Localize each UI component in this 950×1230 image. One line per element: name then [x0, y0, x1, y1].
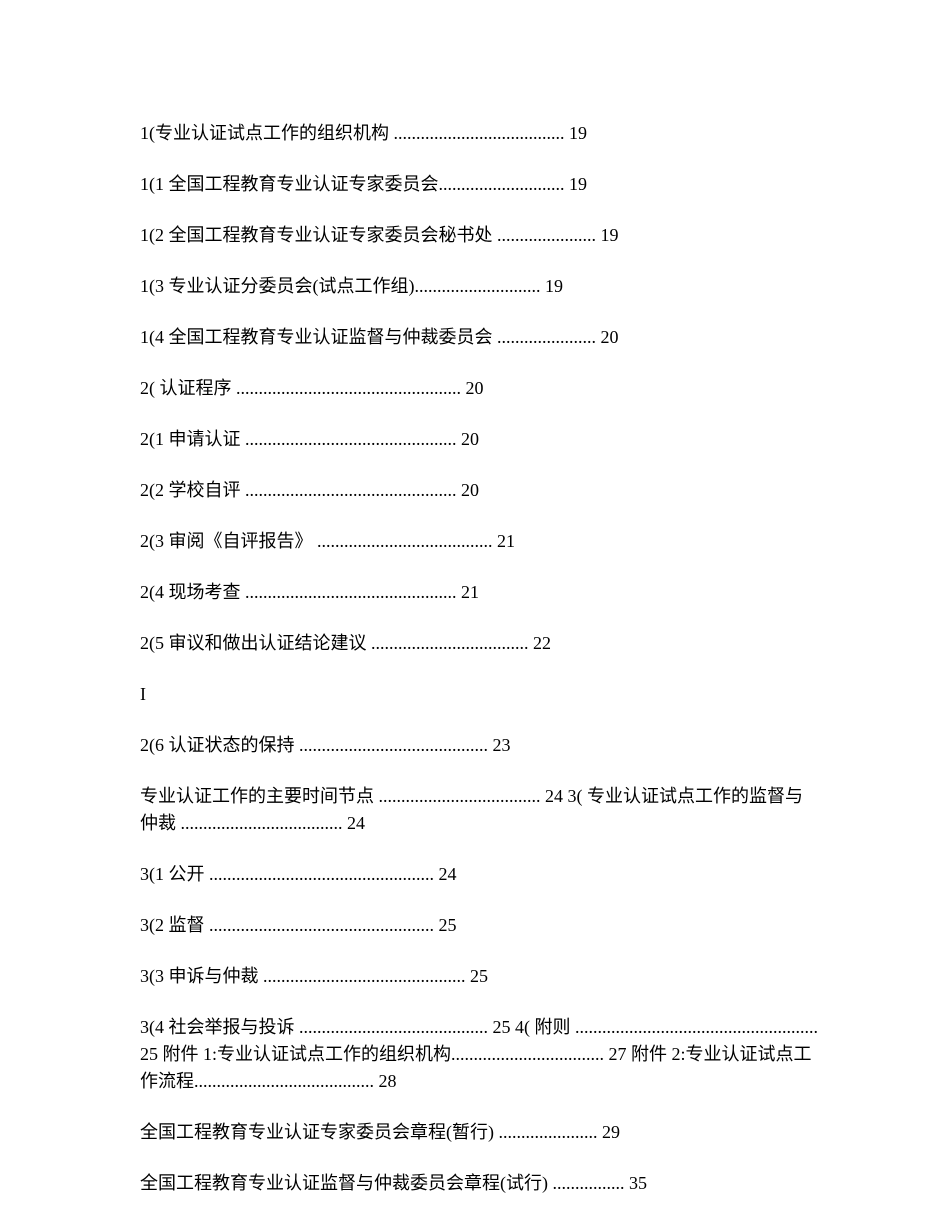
toc-entry: 2(4 现场考查 ...............................… [140, 579, 820, 606]
toc-entry: 1(1 全国工程教育专业认证专家委员会.....................… [140, 171, 820, 198]
toc-entry: 2( 认证程序 ................................… [140, 375, 820, 402]
toc-entry: 2(1 申请认证 ...............................… [140, 426, 820, 453]
toc-entry: 2(6 认证状态的保持 ............................… [140, 732, 820, 759]
toc-entry: 3(1 公开 .................................… [140, 861, 820, 888]
toc-entry: 3(3 申诉与仲裁 ..............................… [140, 963, 820, 990]
toc-entry: 专业认证工作的主要时间节点 ..........................… [140, 783, 820, 837]
toc-entry: 1(3 专业认证分委员会(试点工作组).....................… [140, 273, 820, 300]
toc-container: 1(专业认证试点工作的组织机构 ........................… [140, 120, 820, 1197]
toc-entry: 全国工程教育专业认证监督与仲裁委员会章程(试行) ...............… [140, 1170, 820, 1197]
page-marker: I [140, 681, 820, 708]
toc-entry: 3(2 监督 .................................… [140, 912, 820, 939]
toc-entry: 3(4 社会举报与投诉 ............................… [140, 1014, 820, 1095]
toc-entry: 1(4 全国工程教育专业认证监督与仲裁委员会 .................… [140, 324, 820, 351]
toc-entry: 2(3 审阅《自评报告》 ...........................… [140, 528, 820, 555]
toc-entry: 2(5 审议和做出认证结论建议 ........................… [140, 630, 820, 657]
toc-entry: 1(专业认证试点工作的组织机构 ........................… [140, 120, 820, 147]
toc-entry: 2(2 学校自评 ...............................… [140, 477, 820, 504]
toc-entry: 全国工程教育专业认证专家委员会章程(暂行) ..................… [140, 1119, 820, 1146]
toc-entry: 1(2 全国工程教育专业认证专家委员会秘书处 .................… [140, 222, 820, 249]
